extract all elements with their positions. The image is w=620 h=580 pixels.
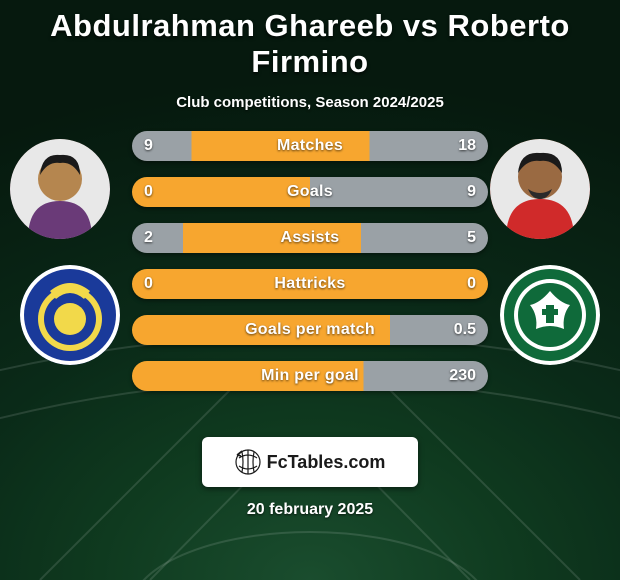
page-title: Abdulrahman Ghareeb vs Roberto Firmino xyxy=(0,0,620,80)
stat-value-left: 0 xyxy=(144,183,153,201)
stat-value-right: 0.5 xyxy=(454,321,476,339)
brand-badge: FcTables.com xyxy=(202,437,418,487)
stat-row: 2 Assists 5 xyxy=(132,223,488,253)
stat-value-left: 9 xyxy=(144,137,153,155)
stat-value-right: 230 xyxy=(449,367,476,385)
player-left-avatar xyxy=(10,139,110,239)
stats-area: 9 Matches 18 0 Goals 9 2 Assists 5 0 Hattricks 0 Goa… xyxy=(0,139,620,419)
club-right-badge xyxy=(500,265,600,365)
stat-value-right: 18 xyxy=(458,137,476,155)
stat-label: Min per goal xyxy=(261,367,359,385)
footer-date: 20 february 2025 xyxy=(0,501,620,519)
club-left-badge xyxy=(20,265,120,365)
stat-row: Goals per match 0.5 xyxy=(132,315,488,345)
brand-text: FcTables.com xyxy=(267,452,386,473)
stat-label: Goals per match xyxy=(245,321,375,339)
stat-rows: 9 Matches 18 0 Goals 9 2 Assists 5 0 Hattricks 0 Goa… xyxy=(132,131,488,407)
stat-row: 0 Hattricks 0 xyxy=(132,269,488,299)
stat-row: 0 Goals 9 xyxy=(132,177,488,207)
stat-label: Matches xyxy=(277,137,343,155)
stat-value-left: 0 xyxy=(144,275,153,293)
stat-row: 9 Matches 18 xyxy=(132,131,488,161)
stat-row: Min per goal 230 xyxy=(132,361,488,391)
stat-label: Goals xyxy=(287,183,333,201)
stat-value-right: 5 xyxy=(467,229,476,247)
stat-value-right: 9 xyxy=(467,183,476,201)
stat-label: Hattricks xyxy=(274,275,345,293)
fctables-icon xyxy=(235,449,261,475)
stat-value-right: 0 xyxy=(467,275,476,293)
stat-label: Assists xyxy=(280,229,339,247)
subtitle: Club competitions, Season 2024/2025 xyxy=(0,94,620,111)
stat-value-left: 2 xyxy=(144,229,153,247)
player-right-avatar xyxy=(490,139,590,239)
